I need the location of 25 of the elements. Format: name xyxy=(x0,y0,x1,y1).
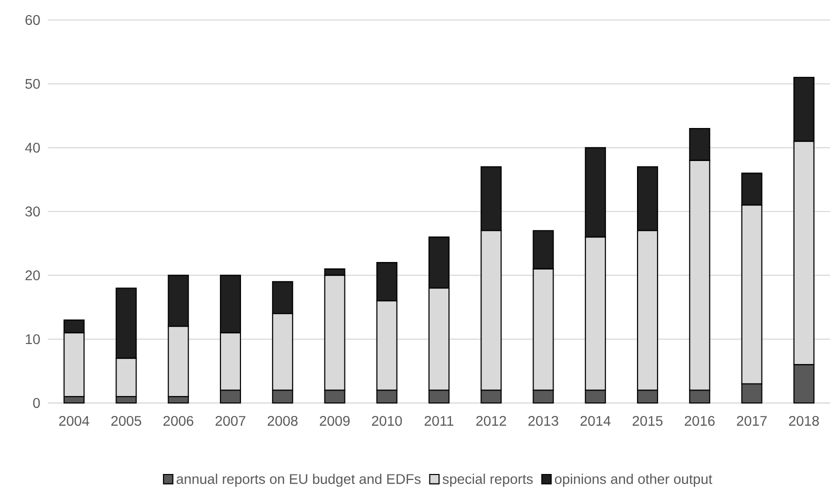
y-tick-label: 0 xyxy=(33,398,40,408)
x-tick-label: 2011 xyxy=(424,416,454,426)
x-tick-label: 2015 xyxy=(632,416,663,426)
x-tick-label: 2018 xyxy=(789,416,819,426)
y-tick-label: 20 xyxy=(26,270,40,280)
x-tick-label: 2013 xyxy=(528,416,558,426)
x-tick-label: 2012 xyxy=(476,416,506,426)
legend-label: special reports xyxy=(442,474,533,487)
x-tick-label: 2008 xyxy=(268,416,298,426)
legend-label: opinions and other output xyxy=(554,474,712,487)
x-tick-label: 2014 xyxy=(580,416,611,426)
legend-label: annual reports on EU budget and EDFs xyxy=(176,474,421,487)
y-tick-label: 60 xyxy=(26,15,40,25)
x-tick-label: 2004 xyxy=(59,416,90,426)
x-tick-label: 2009 xyxy=(320,416,350,426)
x-tick-label: 2007 xyxy=(216,416,246,426)
x-tick-label: 2005 xyxy=(111,416,142,426)
y-tick-label: 50 xyxy=(25,78,40,89)
x-tick-label: 2006 xyxy=(163,416,194,426)
x-tick-label: 2017 xyxy=(736,416,767,426)
y-tick-label: 40 xyxy=(25,142,40,153)
y-tick-label: 30 xyxy=(25,206,40,216)
y-tick-label: 10 xyxy=(26,334,40,344)
x-tick-label: 2016 xyxy=(684,416,715,426)
x-tick-label: 2010 xyxy=(372,416,402,426)
